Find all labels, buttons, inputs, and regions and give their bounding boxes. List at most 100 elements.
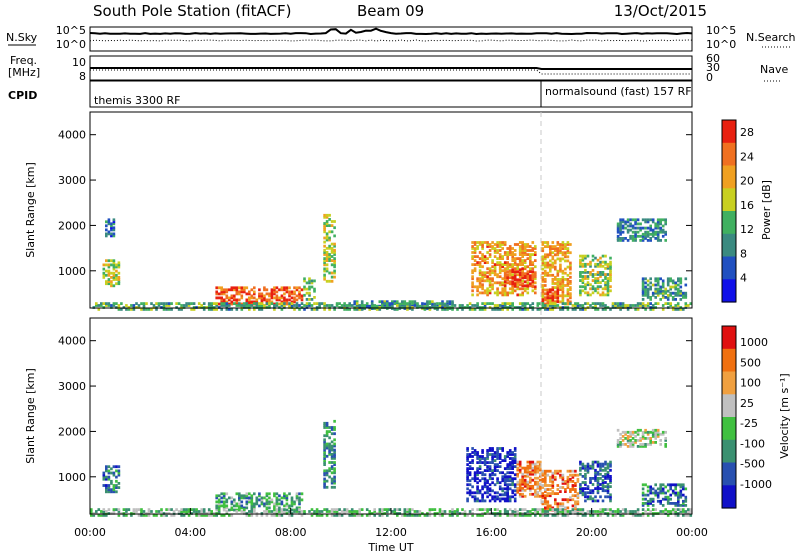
velocity-cell: [534, 494, 537, 498]
power-cell: [496, 308, 499, 311]
velocity-cell: [275, 502, 279, 506]
power-cell: [559, 284, 562, 287]
power-cell: [518, 287, 522, 291]
power-cell: [677, 293, 680, 297]
velocity-cell: [501, 489, 504, 493]
velocity-colorbar-swatch: [722, 417, 736, 441]
velocity-cell: [521, 474, 524, 478]
velocity-cell: [473, 451, 477, 454]
velocity-cell: [105, 490, 108, 494]
power-cell: [554, 304, 557, 307]
power-cell: [225, 304, 229, 307]
power-cell: [554, 278, 557, 281]
velocity-cell: [481, 477, 484, 481]
power-cell: [107, 271, 111, 275]
power-cell: [441, 302, 444, 305]
velocity-cell: [122, 514, 126, 517]
velocity-cell: [92, 514, 96, 517]
power-colorbar-swatch: [722, 256, 736, 280]
velocity-cell: [260, 514, 264, 517]
power-cell: [293, 308, 296, 311]
power-cell: [328, 257, 331, 260]
velocity-cell: [513, 483, 517, 487]
velocity-cell: [323, 450, 326, 454]
power-cell: [471, 255, 474, 258]
velocity-cell: [182, 514, 186, 517]
velocity-cell: [529, 472, 532, 476]
velocity-cell: [325, 432, 329, 436]
velocity-cell: [353, 510, 356, 513]
power-cell: [641, 237, 645, 240]
power-cell: [584, 308, 587, 311]
power-cell: [355, 302, 359, 305]
power-cell: [651, 293, 655, 297]
power-cell: [677, 283, 680, 287]
velocity-cell: [157, 510, 161, 513]
power-cell: [526, 265, 530, 269]
velocity-cell: [651, 428, 655, 432]
power-cell: [546, 265, 550, 269]
velocity-cell: [238, 498, 241, 502]
power-cell: [646, 289, 650, 293]
power-cell: [436, 308, 439, 311]
power-cell: [481, 291, 484, 295]
velocity-cell: [513, 459, 517, 462]
power-cell: [569, 261, 572, 265]
power-cell: [373, 304, 376, 307]
power-cell: [596, 277, 600, 280]
power-cell: [493, 265, 497, 269]
velocity-cell: [170, 514, 173, 517]
velocity-cell: [478, 508, 482, 511]
velocity-cell: [325, 469, 329, 473]
velocity-cell: [473, 453, 477, 456]
velocity-cell: [596, 470, 600, 474]
power-cell: [308, 293, 311, 297]
power-cell: [516, 257, 519, 260]
velocity-cell: [217, 510, 221, 513]
velocity-cell: [202, 508, 206, 511]
power-cell: [253, 292, 256, 296]
power-cell: [233, 288, 236, 292]
power-cell: [559, 263, 562, 267]
power-cell: [473, 269, 477, 273]
velocity-cell: [646, 508, 650, 511]
power-cell: [330, 271, 334, 275]
power-cell: [328, 236, 331, 240]
power-cell: [112, 234, 116, 238]
velocity-cell: [549, 484, 552, 487]
velocity-cell: [466, 467, 469, 470]
power-cell: [569, 275, 572, 279]
velocity-cell: [330, 471, 334, 475]
velocity-cell: [624, 443, 627, 446]
velocity-colorbar-tick: 25: [740, 397, 754, 410]
velocity-cell: [609, 508, 612, 511]
power-cell: [258, 296, 261, 300]
power-cell: [554, 247, 557, 250]
power-cell: [591, 258, 595, 262]
velocity-cell: [498, 485, 502, 489]
velocity-cell: [288, 506, 291, 510]
power-cell: [521, 274, 524, 278]
power-cell: [554, 259, 557, 263]
power-cell: [599, 281, 602, 284]
power-cell: [298, 294, 301, 298]
velocity-cell: [664, 508, 667, 511]
velocity-cell: [320, 514, 324, 517]
velocity-cell: [498, 487, 502, 491]
power-cell: [581, 281, 585, 284]
velocity-cell: [579, 472, 582, 476]
power-cell: [546, 300, 550, 304]
power-cell: [513, 243, 517, 246]
velocity-cell: [518, 478, 522, 482]
power-cell: [634, 237, 637, 240]
velocity-cell: [323, 481, 326, 485]
power-cell: [110, 224, 113, 228]
velocity-cell: [641, 443, 645, 446]
power-cell: [534, 259, 537, 262]
power-cell: [546, 263, 550, 267]
power-cell: [217, 296, 221, 300]
power-cell: [651, 304, 655, 307]
velocity-cell: [338, 508, 341, 511]
velocity-cell: [192, 508, 196, 511]
power-cell: [554, 300, 557, 304]
